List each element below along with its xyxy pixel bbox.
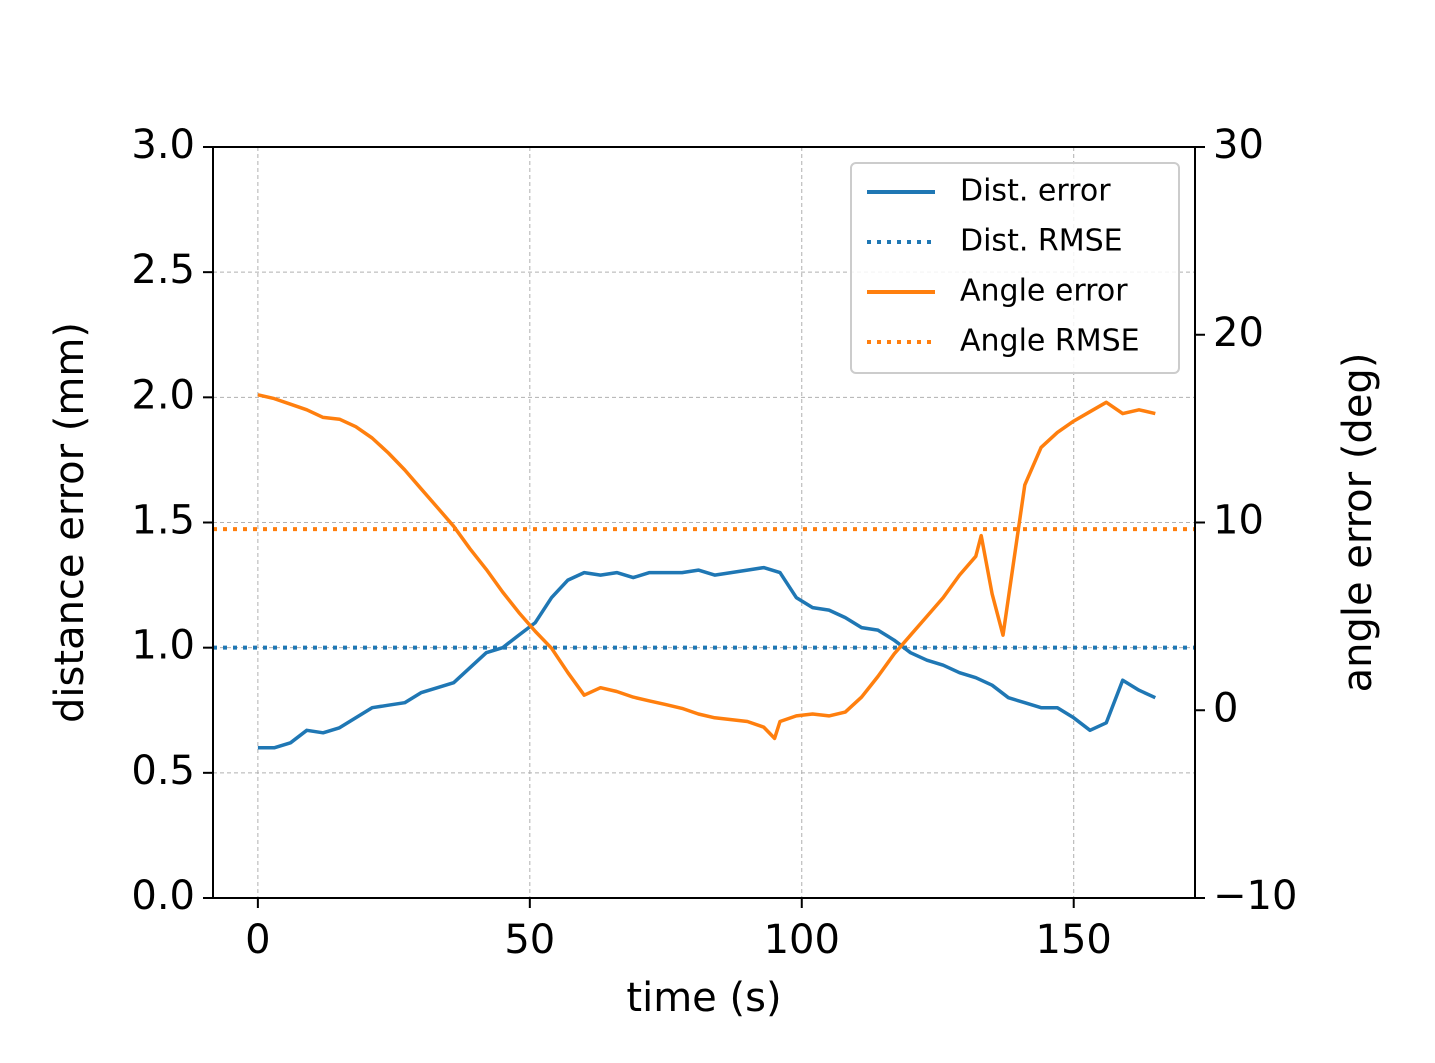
legend-label: Angle RMSE [960, 324, 1140, 359]
y-tick-label: 0.0 [131, 873, 195, 919]
legend-label: Angle error [960, 274, 1128, 309]
y2-tick-label: 30 [1213, 122, 1264, 168]
legend: Dist. error Dist. RMSE Angle error Angle RM… [850, 162, 1180, 374]
x-tick-label: 100 [764, 917, 840, 963]
y-tick-label: 1.0 [131, 623, 195, 669]
legend-label: Dist. error [960, 174, 1111, 209]
y-tick-label: 2.5 [131, 247, 195, 293]
y-axis-label: distance error (mm) [47, 322, 93, 723]
y-tick-label: 0.5 [131, 748, 195, 794]
y-tick-label: 2.0 [131, 372, 195, 418]
plot-frame [212, 146, 1196, 899]
x-tick-label: 150 [1036, 917, 1112, 963]
x-tick-label: 0 [245, 917, 270, 963]
y-tick-label: 3.0 [131, 122, 195, 168]
y2-tick-label: −10 [1213, 873, 1297, 919]
data-line [257, 565, 1157, 750]
y2-tick-label: 20 [1213, 310, 1264, 356]
legend-label: Dist. RMSE [960, 224, 1123, 259]
x-axis-label: time (s) [626, 975, 781, 1021]
legend-box [850, 162, 1180, 374]
y2-tick-label: 0 [1213, 685, 1238, 731]
y2-axis-label: angle error (deg) [1335, 353, 1381, 693]
y-tick-label: 1.5 [131, 498, 195, 544]
y2-tick-label: 10 [1213, 498, 1264, 544]
x-tick-label: 50 [504, 917, 555, 963]
data-line [257, 393, 1156, 741]
